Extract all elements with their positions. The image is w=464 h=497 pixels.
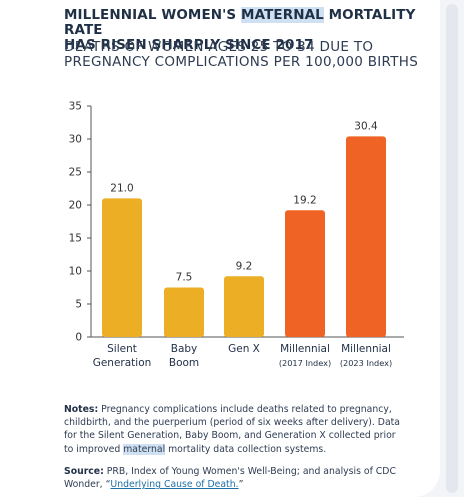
y-tick-label: 15	[69, 233, 82, 245]
y-tick-label: 5	[75, 299, 82, 311]
scrollbar[interactable]	[444, 4, 460, 493]
title-text: MILLENNIAL WOMEN'S	[64, 7, 242, 23]
source-link[interactable]: Underlying Cause of Death.	[110, 479, 239, 491]
chart-source: Source: PRB, Index of Young Women's Well…	[64, 465, 404, 491]
y-tick-label: 20	[69, 200, 82, 212]
bar-value-label: 19.2	[293, 194, 316, 206]
scrollbar-track[interactable]	[446, 4, 458, 493]
notes-text-end: mortality data collection systems.	[165, 443, 327, 455]
y-tick-label: 10	[69, 266, 82, 278]
x-tick-label-line-2: Generation	[93, 357, 152, 369]
x-tick-label: Gen X	[228, 343, 260, 355]
subtitle-line-1: DEATHS OF WOMEN AGES 25 TO 34 DUE TO	[64, 39, 374, 55]
notes-text: Pregnancy complications include deaths r…	[64, 404, 400, 455]
x-tick-label-line-2: (2023 Index)	[340, 358, 392, 368]
x-tick-label: Silent	[107, 343, 137, 355]
title-text-end: MORTALITY RATE	[64, 7, 416, 38]
x-tick-label: Millennial	[280, 343, 330, 355]
source-text: PRB, Index of Young Women's Well-Being; …	[64, 466, 396, 491]
bar	[224, 276, 264, 337]
x-tick-label: Millennial	[341, 343, 391, 355]
y-tick-label: 0	[75, 332, 82, 344]
chart-notes: Notes: Pregnancy complications include d…	[64, 403, 404, 456]
notes-highlight: maternal	[123, 443, 166, 455]
bar-value-label: 30.4	[354, 120, 378, 132]
chart-card: MILLENNIAL WOMEN'S MATERNAL MORTALITY RA…	[0, 0, 440, 497]
notes-label: Notes:	[64, 404, 99, 415]
bar	[102, 198, 142, 337]
bar-value-label: 21.0	[110, 182, 133, 194]
title-highlight: MATERNAL	[241, 7, 324, 23]
bar-value-label: 7.5	[176, 272, 193, 284]
title-line-2: HAS RISEN SHARPLY SINCE 2017	[64, 37, 314, 53]
x-tick-label-line-2: Boom	[169, 357, 199, 369]
x-tick-label: Baby	[171, 343, 198, 355]
y-tick-label: 30	[69, 134, 82, 146]
bar-value-label: 9.2	[236, 260, 253, 272]
y-tick-label: 25	[69, 167, 82, 179]
subtitle-line-2: PREGNANCY COMPLICATIONS PER 100,000 BIRT…	[64, 54, 419, 70]
chart-title: MILLENNIAL WOMEN'S MATERNAL MORTALITY RA…	[64, 7, 434, 53]
source-text-end: ”	[238, 479, 244, 491]
y-tick-label: 35	[69, 101, 82, 113]
chart-subtitle: DEATHS OF WOMEN AGES 25 TO 34 DUE TO PRE…	[64, 40, 439, 70]
bar	[346, 136, 386, 337]
bar	[164, 287, 204, 337]
bar-chart: 0 5 10 15 20 25 30 35 21.0 Silent Generation 7.5 Bab…	[69, 101, 404, 369]
x-tick-label-line-2: (2017 Index)	[279, 358, 331, 368]
source-label: Source:	[64, 466, 104, 477]
bar	[285, 210, 325, 337]
